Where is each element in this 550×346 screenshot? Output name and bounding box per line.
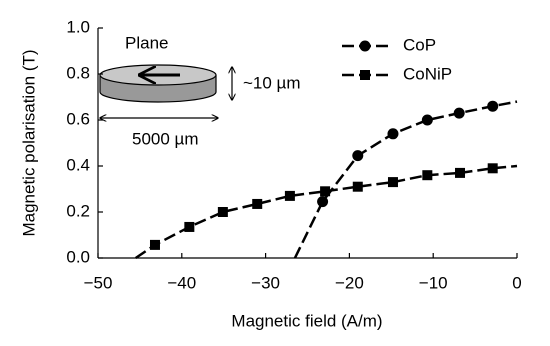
marker xyxy=(184,221,195,232)
y-axis-label: Magnetic polarisation (T) xyxy=(19,49,38,236)
y-tick-label: 0.8 xyxy=(66,63,90,82)
marker xyxy=(149,239,160,250)
marker xyxy=(422,170,433,181)
marker xyxy=(455,167,466,178)
inset xyxy=(100,64,232,118)
legend-label: CoP xyxy=(403,35,436,54)
marker xyxy=(320,186,331,197)
legend-label: CoNiP xyxy=(403,64,452,83)
y-tick-label: 0.2 xyxy=(66,201,90,220)
marker xyxy=(453,107,465,119)
marker xyxy=(421,114,433,126)
marker xyxy=(387,128,399,140)
marker xyxy=(487,163,498,174)
y-tick-label: 1.0 xyxy=(66,17,90,36)
annotation: Plane xyxy=(125,33,168,52)
annotation: ~10 µm xyxy=(243,73,301,92)
x-tick-label: −20 xyxy=(335,273,364,292)
marker xyxy=(284,190,295,201)
x-tick-label: −50 xyxy=(84,273,113,292)
x-axis-label: Magnetic field (A/m) xyxy=(231,311,382,330)
legend-marker xyxy=(359,40,371,52)
series-line xyxy=(135,164,518,260)
x-tick-label: −40 xyxy=(167,273,196,292)
marker xyxy=(252,198,263,209)
marker xyxy=(487,100,499,112)
marker xyxy=(352,181,363,192)
marker xyxy=(317,196,329,208)
y-tick-label: 0.0 xyxy=(66,247,90,266)
y-tick-label: 0.4 xyxy=(66,155,90,174)
y-tick-label: 0.6 xyxy=(66,109,90,128)
legend-marker xyxy=(360,70,370,80)
marker xyxy=(352,150,364,162)
x-tick-label: 0 xyxy=(512,273,521,292)
marker xyxy=(217,207,228,217)
series-line xyxy=(293,100,518,259)
x-tick-label: −10 xyxy=(419,273,448,292)
annotation: 5000 µm xyxy=(132,129,199,148)
x-tick-label: −30 xyxy=(251,273,280,292)
marker xyxy=(387,177,398,188)
